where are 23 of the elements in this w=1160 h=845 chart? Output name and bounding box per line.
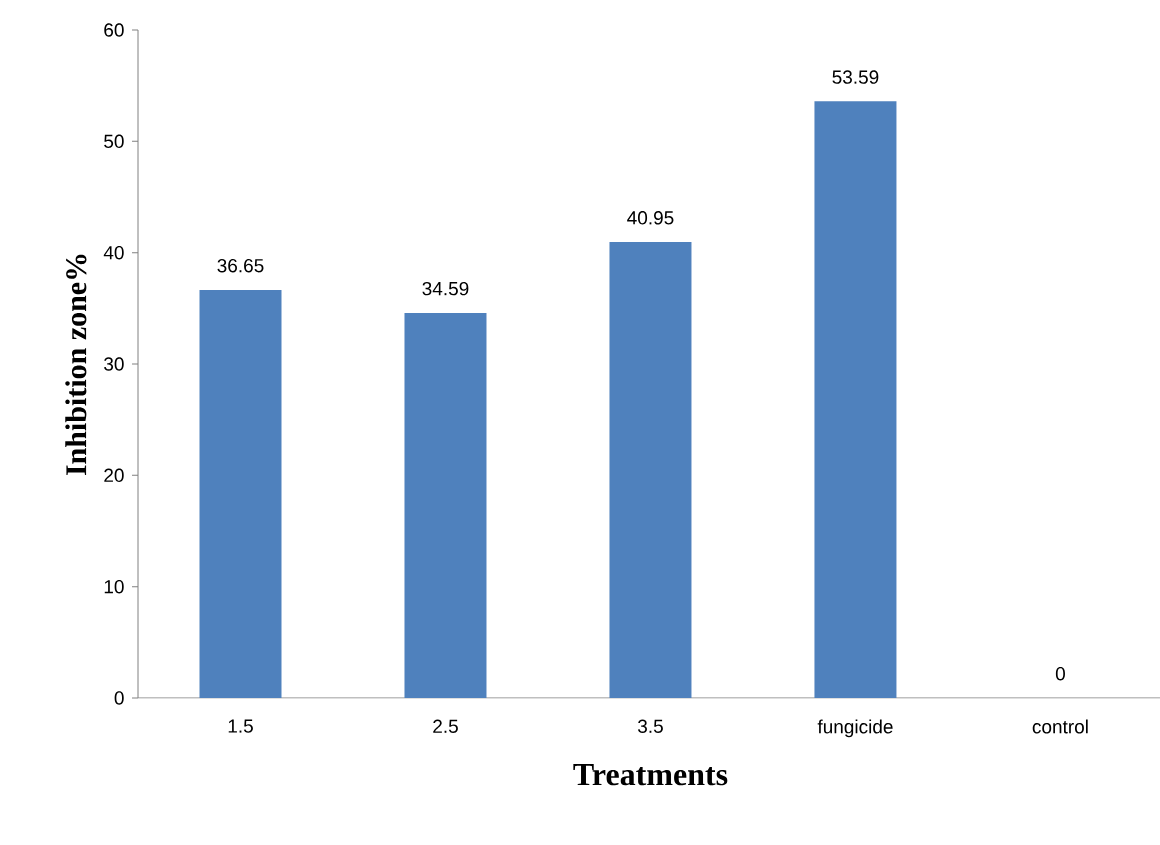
- y-tick-label: 40: [103, 245, 124, 260]
- bar: [814, 101, 897, 698]
- bar: [199, 289, 282, 698]
- x-tick-label: fungicide: [817, 719, 893, 738]
- x-tick-label: 3.5: [637, 719, 663, 733]
- x-tick-label: control: [1032, 719, 1088, 734]
- x-axis-title: Treatments: [573, 764, 728, 786]
- y-tick-label: 60: [104, 23, 124, 37]
- x-tick-label: 1.5: [228, 719, 253, 733]
- bar: [404, 312, 487, 698]
- y-tick-label: 50: [104, 134, 124, 149]
- data-label: 0: [1055, 667, 1065, 681]
- bar: [609, 242, 692, 698]
- y-tick-label: 10: [104, 579, 124, 594]
- y-tick-label: 0: [114, 691, 124, 705]
- y-tick-label: 20: [104, 468, 124, 483]
- x-tick-label: 2.5: [433, 719, 458, 733]
- y-axis-title: Inhibition zone%: [65, 254, 87, 476]
- y-tick-label: 30: [104, 357, 124, 371]
- data-label: 40.95: [627, 211, 674, 225]
- data-label: 36.65: [217, 258, 264, 273]
- data-label: 53.59: [832, 70, 879, 84]
- data-label: 34.59: [422, 281, 469, 296]
